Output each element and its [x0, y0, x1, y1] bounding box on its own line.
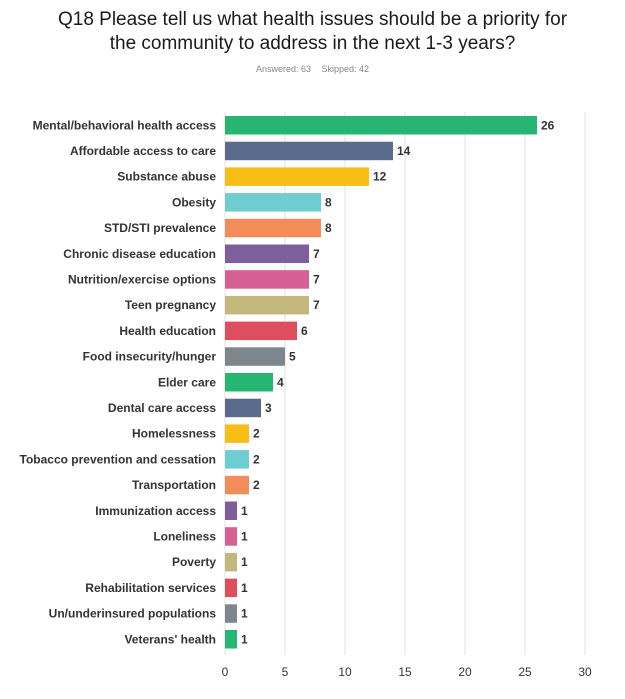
value-label: 1 — [241, 607, 248, 621]
value-label: 7 — [313, 272, 320, 286]
value-label: 3 — [265, 401, 272, 415]
bar — [225, 398, 261, 418]
value-label: 2 — [253, 427, 260, 441]
category-label: Mental/behavioral health access — [33, 118, 217, 132]
value-label: 1 — [241, 555, 248, 569]
bar — [225, 604, 237, 623]
x-tick-label: 25 — [518, 665, 532, 679]
bar — [225, 347, 285, 366]
bar — [225, 116, 537, 135]
x-tick-label: 0 — [222, 665, 229, 679]
category-label: Teen pregnancy — [125, 298, 216, 312]
category-label: Substance abuse — [117, 170, 216, 184]
bar — [225, 630, 237, 649]
value-label: 2 — [253, 452, 260, 466]
bar — [225, 193, 321, 212]
bar — [225, 424, 249, 443]
category-label: STD/STI prevalence — [104, 221, 216, 235]
bar — [225, 373, 273, 392]
category-label: Veterans' health — [124, 632, 216, 646]
value-label: 5 — [289, 350, 296, 364]
bar — [225, 321, 297, 341]
answered-count: Answered: 63 — [255, 64, 311, 74]
bar — [225, 218, 321, 238]
category-label: Tobacco prevention and cessation — [20, 452, 217, 466]
bar — [225, 501, 237, 520]
category-label: Poverty — [172, 555, 216, 569]
bar — [225, 167, 369, 186]
category-label: Obesity — [172, 195, 216, 209]
value-label: 8 — [325, 195, 332, 209]
bar — [225, 578, 237, 598]
value-label: 8 — [325, 221, 332, 235]
x-tick-label: 30 — [578, 665, 592, 679]
value-label: 7 — [313, 298, 320, 312]
bar — [225, 244, 309, 263]
category-label: Rehabilitation services — [85, 581, 216, 595]
category-label: Affordable access to care — [70, 144, 216, 158]
category-label: Immunization access — [95, 504, 216, 518]
bar — [225, 270, 309, 289]
x-tick-label: 5 — [282, 665, 289, 679]
skipped-count: Skipped: 42 — [321, 64, 370, 74]
category-label: Loneliness — [153, 529, 216, 543]
value-label: 7 — [313, 247, 320, 261]
bar — [225, 527, 237, 546]
x-tick-label: 20 — [458, 665, 472, 679]
value-label: 26 — [541, 118, 555, 132]
value-label: 1 — [241, 581, 248, 595]
value-label: 14 — [397, 144, 411, 158]
bar — [225, 552, 237, 572]
value-label: 12 — [373, 170, 387, 184]
title-line-2: the community to address in the next 1-3… — [109, 33, 516, 54]
category-label: Un/underinsured populations — [49, 607, 217, 621]
category-label: Chronic disease education — [63, 247, 216, 261]
value-label: 4 — [277, 375, 284, 389]
x-tick-label: 15 — [398, 665, 412, 679]
bar — [225, 475, 249, 495]
title-line-1: Q18 Please tell us what health issues sh… — [57, 9, 568, 30]
category-label: Homelessness — [132, 427, 216, 441]
category-label: Food insecurity/hunger — [83, 350, 217, 364]
value-label: 1 — [241, 529, 248, 543]
category-label: Nutrition/exercise options — [68, 272, 216, 286]
response-counts: Answered: 63 Skipped: 42 — [0, 64, 625, 74]
category-label: Transportation — [132, 478, 216, 492]
bar — [225, 295, 309, 315]
category-label: Health education — [119, 324, 216, 338]
value-label: 2 — [253, 478, 260, 492]
value-label: 1 — [241, 504, 248, 518]
category-label: Dental care access — [108, 401, 216, 415]
category-label: Elder care — [158, 375, 216, 389]
value-label: 6 — [301, 324, 308, 338]
x-tick-label: 10 — [338, 665, 352, 679]
chart-title: Q18 Please tell us what health issues sh… — [0, 8, 625, 56]
bar — [225, 450, 249, 469]
value-label: 1 — [241, 632, 248, 646]
bar — [225, 141, 393, 161]
